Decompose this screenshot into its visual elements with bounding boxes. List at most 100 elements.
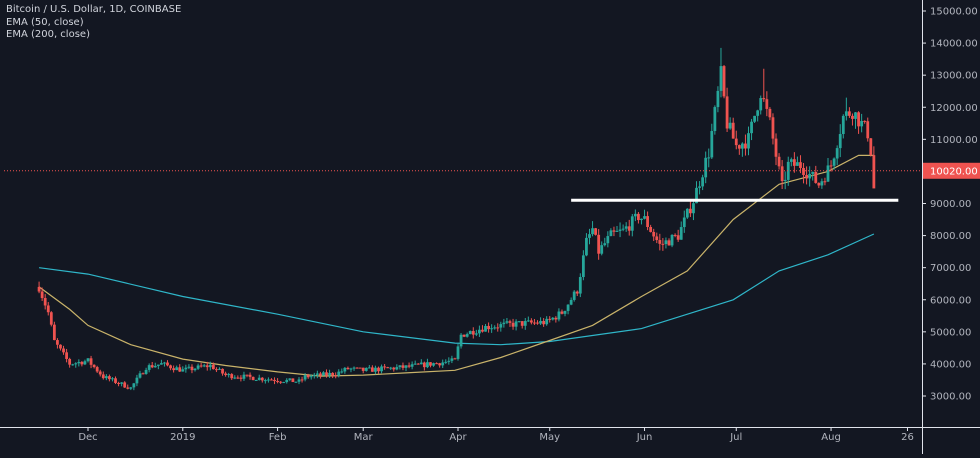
candle-body: [710, 131, 714, 158]
candle-body: [172, 368, 176, 371]
x-tick-label: Mar: [354, 432, 374, 443]
candle-body: [606, 236, 610, 244]
candle-body: [89, 358, 93, 365]
candle-body: [520, 321, 524, 326]
candle-body: [603, 243, 607, 246]
legend-ema50: EMA (50, close): [6, 16, 84, 28]
y-tick-label: 8000.00: [930, 231, 971, 242]
y-tick-label: 4000.00: [930, 359, 971, 370]
candle-body: [126, 387, 130, 389]
candle-body: [187, 366, 191, 368]
candle-body: [441, 362, 445, 366]
candle-body: [435, 363, 438, 365]
candle-body: [523, 320, 527, 326]
candle-body: [49, 312, 53, 325]
candle-body: [844, 111, 848, 116]
candle-body: [725, 96, 729, 129]
ema200-line: [39, 233, 875, 346]
candle-body: [401, 365, 405, 368]
candle-body: [398, 365, 402, 368]
candle-body: [74, 363, 78, 365]
x-tick-label: Jun: [636, 432, 653, 443]
candle-body: [808, 173, 812, 179]
candle-body: [768, 108, 772, 118]
candle-body: [731, 122, 735, 139]
candle-body: [829, 165, 833, 167]
candle-body: [156, 364, 160, 366]
candle-body: [163, 362, 166, 364]
candle-body: [609, 230, 613, 237]
candle-body: [98, 371, 102, 375]
candle-body: [419, 362, 423, 365]
candle-body: [649, 227, 653, 232]
candle-body: [288, 378, 292, 380]
candle-body: [123, 382, 127, 388]
current-price-badge: [923, 162, 980, 179]
candle-body: [575, 291, 579, 294]
candle-body: [370, 367, 374, 372]
candle-body: [282, 382, 286, 384]
candle-body: [117, 382, 120, 384]
candle-body: [597, 234, 601, 254]
candle-body: [233, 377, 237, 379]
candle-body: [309, 376, 313, 378]
candle-body: [230, 374, 234, 379]
candle-body: [630, 216, 634, 231]
candle-body: [227, 374, 231, 376]
candle-body: [453, 358, 457, 360]
y-tick-label: 6000.00: [930, 295, 971, 306]
candle-body: [786, 161, 790, 180]
candle-body: [300, 379, 304, 381]
candle-body: [92, 364, 96, 368]
candle-body: [529, 320, 533, 323]
candle-body: [777, 156, 781, 167]
candle-body: [325, 372, 328, 376]
candle-body: [811, 171, 815, 174]
candle-body: [254, 379, 258, 381]
candle-body: [707, 157, 711, 159]
candle-body: [490, 328, 494, 330]
candle-body: [511, 322, 515, 327]
candle-body: [796, 162, 799, 166]
candle-body: [640, 218, 643, 221]
candle-body: [774, 138, 778, 157]
candle-body: [698, 186, 701, 188]
candle-body: [737, 145, 741, 149]
candle-body: [872, 155, 876, 189]
candle-body: [166, 362, 169, 366]
y-tick-label: 14000.00: [930, 39, 978, 50]
candle-body: [716, 90, 720, 108]
candle-body: [303, 375, 307, 380]
candle-body: [542, 320, 546, 325]
candle-body: [291, 378, 295, 383]
candle-body: [594, 228, 598, 235]
candle-body: [312, 374, 316, 377]
candle-body: [459, 334, 463, 347]
candle-body: [679, 227, 683, 240]
candle-body: [236, 377, 240, 379]
x-tick-label: Aug: [821, 432, 841, 443]
candle-body: [432, 363, 435, 366]
y-tick-label: 15000.00: [930, 7, 978, 18]
candle-body: [756, 110, 760, 116]
candle-body: [572, 291, 576, 300]
candle-body: [159, 363, 163, 365]
candle-body: [438, 363, 442, 366]
candle-body: [65, 352, 68, 359]
candle-body: [337, 371, 341, 376]
candle-body: [429, 362, 432, 366]
candle-body: [422, 362, 426, 368]
candle-body: [43, 298, 47, 306]
candle-body: [404, 365, 408, 368]
candle-body: [661, 243, 665, 245]
candle-body: [263, 380, 267, 382]
candle-body: [340, 371, 344, 373]
candle-body: [517, 321, 521, 323]
candle-body: [792, 159, 796, 166]
candle-body: [37, 286, 41, 292]
y-tick-label: 5000.00: [930, 327, 971, 338]
candle-body: [108, 376, 111, 380]
candle-body: [456, 346, 460, 359]
candle-body: [478, 329, 481, 334]
